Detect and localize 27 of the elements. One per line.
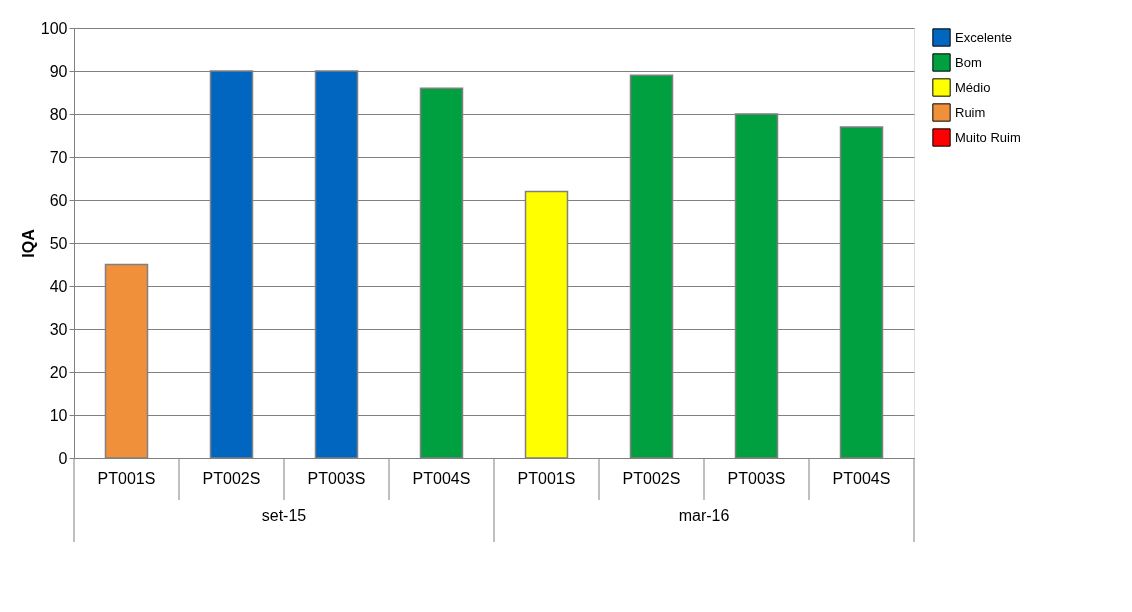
legend-label: Bom: [955, 54, 982, 70]
legend-label: Muito Ruim: [955, 129, 1021, 145]
x-tick-label: PT004S: [832, 469, 891, 487]
y-tick-label: 70: [49, 148, 68, 166]
y-tick-label: 0: [58, 449, 68, 467]
y-tick-label: 80: [49, 105, 68, 123]
y-tick-label: 50: [49, 234, 68, 252]
x-tick-label: PT003S: [727, 469, 786, 487]
x-tick-label: PT001S: [97, 469, 156, 487]
x-tick-label: PT004S: [412, 469, 471, 487]
legend-label: Médio: [955, 79, 991, 95]
y-tick-label: 40: [49, 277, 68, 295]
y-tick-label: 100: [40, 19, 68, 37]
text: mar-16: [678, 507, 730, 524]
text: set-15: [261, 507, 307, 524]
y-tick-label: 20: [49, 363, 68, 381]
x-tick-label: PT002S: [202, 469, 261, 487]
y-tick-label: 60: [49, 191, 68, 209]
legend-label: Ruim: [955, 104, 986, 120]
y-axis-title: IQA: [19, 228, 37, 258]
y-tick-label: 30: [49, 320, 68, 338]
x-tick-label: PT001S: [517, 469, 576, 487]
y-tick-label: 10: [49, 406, 68, 424]
x-tick-label: PT003S: [307, 469, 366, 487]
x-tick-label: PT002S: [622, 469, 681, 487]
legend-label: Excelente: [955, 29, 1013, 45]
y-tick-label: 90: [49, 62, 68, 80]
